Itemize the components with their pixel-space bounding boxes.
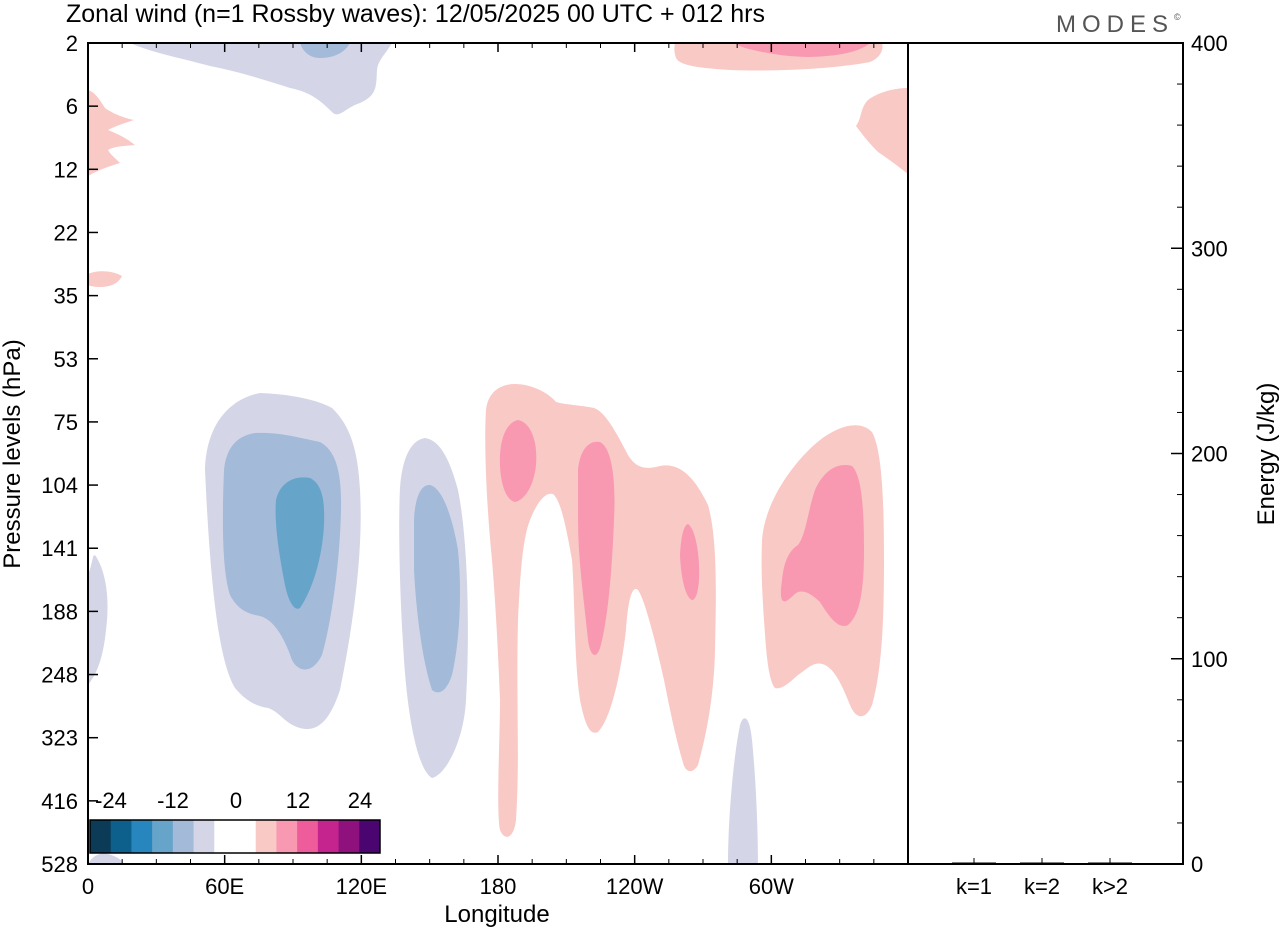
colorbar-label: 0 [230,788,242,813]
energy-axis-title: Energy (J/kg) [1253,383,1280,526]
y-tick-label: 248 [41,663,78,688]
x-tick-label: 60E [205,874,244,899]
modes-logo: MODES© [1056,11,1181,38]
contour-pos8-a [499,420,537,502]
colorbar-frame [89,819,381,854]
chart-title: Zonal wind (n=1 Rossby waves): 12/05/202… [66,0,765,28]
colorbar-swatch [359,820,381,853]
colorbar-label: 12 [286,788,310,813]
y-tick-label: 35 [54,284,78,309]
colorbar-label: -12 [157,788,189,813]
energy-axis: 0 100 200 300 400 [1171,31,1228,877]
y-tick-label: 104 [41,473,78,498]
energy-category-label: k=1 [956,874,992,899]
colorbar-swatch [110,820,132,853]
contour-neg4-west [88,555,108,685]
energy-tick-label: 0 [1191,852,1203,877]
x-tick-label: 60W [749,874,794,899]
colorbar-label: 24 [348,788,372,813]
energy-tick-label: 100 [1191,647,1228,672]
energy-category-label: k>2 [1092,874,1128,899]
contour-pos4-west-mid [88,271,122,287]
colorbar-swatch [193,820,215,853]
y-tick-label: 323 [41,726,78,751]
y-tick-label: 141 [41,536,78,561]
colorbar-swatch [255,820,277,853]
energy-tick-label: 400 [1191,31,1228,56]
y-tick-label: 53 [54,347,78,372]
colorbar-label: -24 [95,788,127,813]
y-axis-title: Pressure levels (hPa) [0,339,26,568]
contour-neg12 [275,477,325,609]
colorbar-swatch [214,820,236,853]
energy-category-label: k=2 [1024,874,1060,899]
y-tick-label: 6 [66,94,78,119]
colorbar-swatch [172,820,195,853]
contour-neg4-top [130,43,392,115]
energy-bars: k=1 k=2 k>2 [952,858,1132,899]
y-axis: 2 6 12 22 35 53 75 104 141 188 248 323 416 528 [41,31,98,877]
y-tick-label: 75 [54,410,78,435]
contour-pos4-west-upper [88,90,135,176]
colorbar-swatch [317,820,340,853]
contour-pos8-b [578,441,615,655]
x-axis: 0 60E 120E 180 120W 60W [82,43,875,899]
contour-pos8-d [780,465,864,626]
colorbar-swatch [90,820,112,853]
colorbar-swatch [235,820,257,853]
x-tick-label: 0 [82,874,94,899]
contour-pos8-c [680,524,700,600]
colorbar [89,819,381,854]
contour-neg8-top [300,43,350,58]
x-tick-label: 120E [336,874,387,899]
colorbar-swatch [338,820,360,853]
y-tick-label: 12 [54,157,78,182]
x-axis-title: Longitude [444,901,549,928]
y-tick-label: 528 [41,852,78,877]
y-tick-label: 22 [54,220,78,245]
colorbar-swatch [297,820,319,853]
colorbar-swatch [276,820,298,853]
contour-neg8-mid [414,484,460,693]
y-tick-label: 2 [66,31,78,56]
x-tick-label: 120W [606,874,664,899]
contour-pos8-top [735,43,870,57]
x-tick-label: 180 [480,874,517,899]
colorbar-swatch [131,820,153,853]
y-tick-label: 416 [41,789,78,814]
contour-fills [88,43,908,864]
energy-tick-label: 200 [1191,442,1228,467]
colorbar-swatch [152,820,174,853]
energy-tick-label: 300 [1191,236,1228,261]
contour-neg4-bottom [88,853,124,864]
colorbar-labels: -24 -12 0 12 24 [95,788,372,813]
contour-neg4-east [728,718,758,864]
contour-pos4-east-upper [856,88,908,174]
y-tick-label: 188 [41,599,78,624]
